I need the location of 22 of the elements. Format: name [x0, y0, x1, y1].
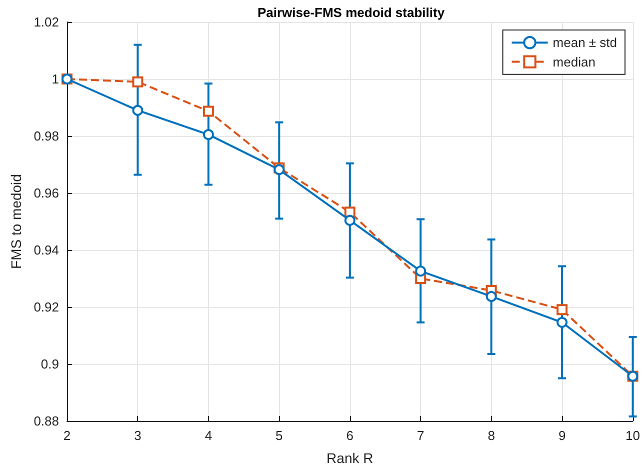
x-axis-title: Rank R [326, 450, 374, 466]
legend-label: mean ± std [552, 35, 618, 50]
y-tick-label: 0.98 [34, 128, 59, 144]
x-tick-label: 9 [558, 428, 566, 443]
chart-title: Pairwise-FMS medoid stability [257, 5, 446, 20]
y-tick-label: 1.02 [34, 14, 59, 30]
y-tick-label: 0.9 [40, 356, 59, 372]
y-tick-label: 1 [52, 72, 59, 86]
x-tick-label: 10 [626, 428, 640, 443]
x-tick-label: 5 [276, 428, 283, 443]
y-tick-label: 0.94 [34, 242, 59, 258]
y-tick-label: 0.92 [34, 300, 59, 314]
x-tick-label: 2 [63, 428, 71, 443]
y-axis-title: FMS to medoid [8, 174, 24, 269]
y-tick-label: 0.96 [34, 186, 59, 200]
x-tick-label: 6 [346, 428, 354, 443]
x-tick-label: 3 [134, 428, 142, 443]
x-tick-label: 7 [416, 428, 424, 443]
legend-label: median [552, 54, 596, 70]
x-tick-label: 8 [488, 428, 495, 443]
y-tick-label: 0.88 [34, 414, 59, 428]
x-tick-label: 4 [204, 428, 212, 443]
